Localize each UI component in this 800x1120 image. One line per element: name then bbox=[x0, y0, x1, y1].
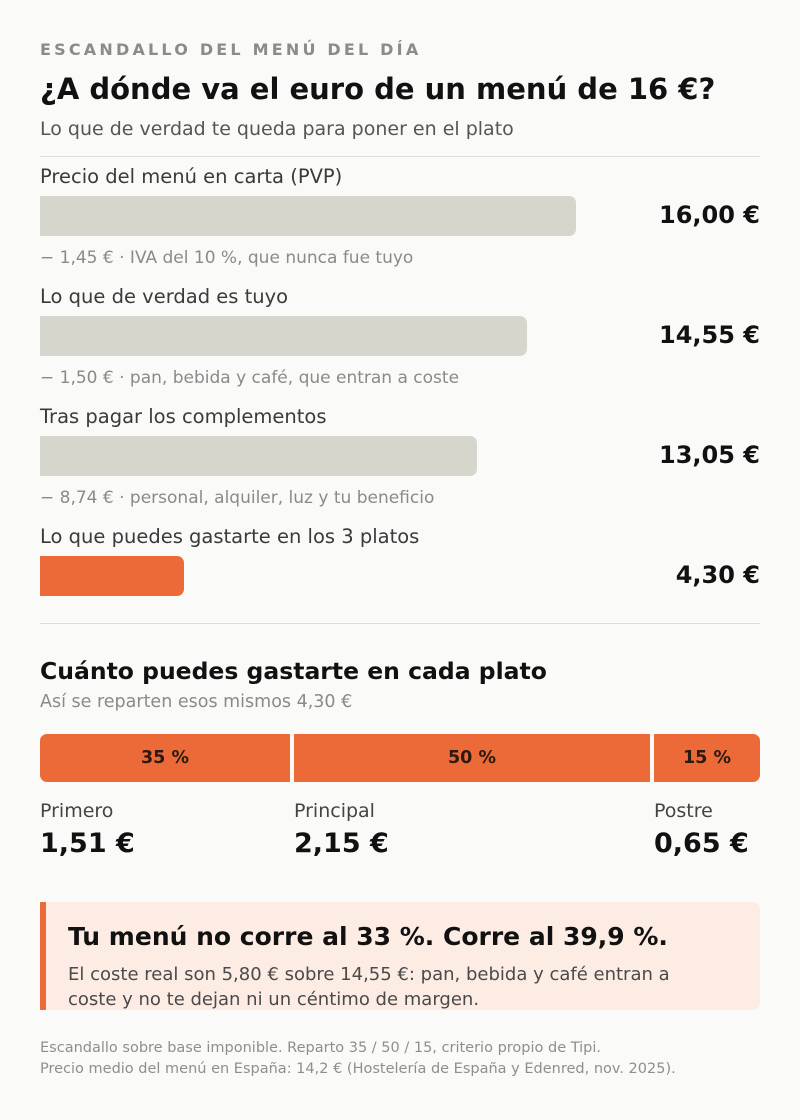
dish-amount: 0,65 € bbox=[654, 828, 749, 859]
step-value: 13,05 € bbox=[659, 441, 760, 469]
step-value: 14,55 € bbox=[659, 321, 760, 349]
kicker: ESCANDALLO DEL MENÚ DEL DÍA bbox=[40, 40, 422, 59]
dish-amount: 1,51 € bbox=[40, 828, 135, 859]
dish-amount: 2,15 € bbox=[294, 828, 389, 859]
step-label: Precio del menú en carta (PVP) bbox=[40, 165, 343, 188]
dish-name: Primero bbox=[40, 800, 114, 822]
step-label: Lo que puedes gastarte en los 3 platos bbox=[40, 525, 420, 548]
page: ESCANDALLO DEL MENÚ DEL DÍA ¿A dónde va … bbox=[40, 0, 760, 1120]
dish-split-chart: 35 % 50 % 15 % bbox=[40, 734, 760, 782]
deduction-note: − 1,45 € · IVA del 10 %, que nunca fue t… bbox=[40, 248, 414, 268]
callout-box: Tu menú no corre al 33 %. Corre al 39,9 … bbox=[40, 902, 760, 1010]
split-segment: 15 % bbox=[654, 734, 760, 782]
step-bar bbox=[40, 556, 185, 596]
callout-accent-bar bbox=[40, 902, 46, 1010]
page-subtitle: Lo que de verdad te queda para poner en … bbox=[40, 118, 514, 140]
footnote-2: Precio medio del menú en España: 14,2 € … bbox=[40, 1061, 676, 1077]
step-bar bbox=[40, 316, 528, 356]
split-title: Cuánto puedes gastarte en cada plato bbox=[40, 657, 547, 685]
split-subtitle: Así se reparten esos mismos 4,30 € bbox=[40, 692, 353, 712]
step-label: Tras pagar los complementos bbox=[40, 405, 327, 428]
footnote-1: Escandallo sobre base imponible. Reparto… bbox=[40, 1040, 602, 1056]
step-value: 4,30 € bbox=[675, 561, 760, 589]
divider bbox=[40, 156, 760, 157]
deduction-note: − 8,74 € · personal, alquiler, luz y tu … bbox=[40, 488, 435, 508]
page-title: ¿A dónde va el euro de un menú de 16 €? bbox=[40, 72, 716, 106]
divider bbox=[40, 623, 760, 624]
dish-name: Principal bbox=[294, 800, 375, 822]
deduction-note: − 1,50 € · pan, bebida y café, que entra… bbox=[40, 368, 460, 388]
callout-title: Tu menú no corre al 33 %. Corre al 39,9 … bbox=[68, 922, 668, 951]
step-bar bbox=[40, 196, 576, 236]
dish-name: Postre bbox=[654, 800, 713, 822]
step-label: Lo que de verdad es tuyo bbox=[40, 285, 289, 308]
callout-text: El coste real son 5,80 € sobre 14,55 €: … bbox=[68, 964, 670, 1010]
step-value: 16,00 € bbox=[659, 201, 760, 229]
split-segment: 35 % bbox=[40, 734, 290, 782]
step-bar bbox=[40, 436, 478, 476]
split-segment: 50 % bbox=[294, 734, 650, 782]
